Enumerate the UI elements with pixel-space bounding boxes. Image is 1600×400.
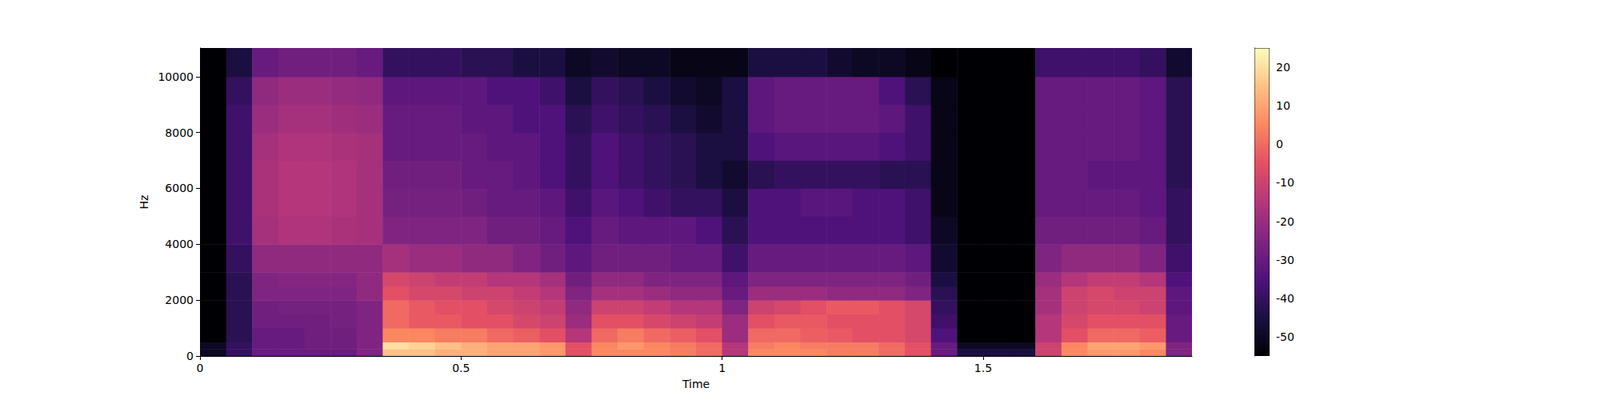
svg-text:0.5: 0.5 bbox=[452, 361, 470, 375]
svg-text:0: 0 bbox=[186, 349, 194, 363]
svg-text:-50: -50 bbox=[1276, 330, 1295, 344]
svg-text:8000: 8000 bbox=[164, 126, 194, 140]
svg-text:1: 1 bbox=[718, 361, 726, 375]
svg-text:4000: 4000 bbox=[164, 237, 194, 251]
svg-text:0: 0 bbox=[1276, 137, 1284, 151]
svg-text:Time: Time bbox=[681, 377, 710, 391]
svg-text:-20: -20 bbox=[1276, 215, 1295, 228]
svg-text:10: 10 bbox=[1276, 99, 1291, 112]
svg-text:20: 20 bbox=[1276, 60, 1291, 74]
svg-text:0: 0 bbox=[196, 361, 204, 375]
svg-text:-40: -40 bbox=[1276, 292, 1295, 305]
svg-text:1.5: 1.5 bbox=[974, 361, 992, 375]
svg-text:-10: -10 bbox=[1276, 176, 1295, 189]
svg-text:6000: 6000 bbox=[164, 181, 194, 195]
svg-text:-30: -30 bbox=[1276, 253, 1295, 267]
svg-text:10000: 10000 bbox=[157, 70, 194, 84]
svg-text:Hz: Hz bbox=[137, 195, 151, 210]
svg-text:2000: 2000 bbox=[164, 293, 194, 307]
